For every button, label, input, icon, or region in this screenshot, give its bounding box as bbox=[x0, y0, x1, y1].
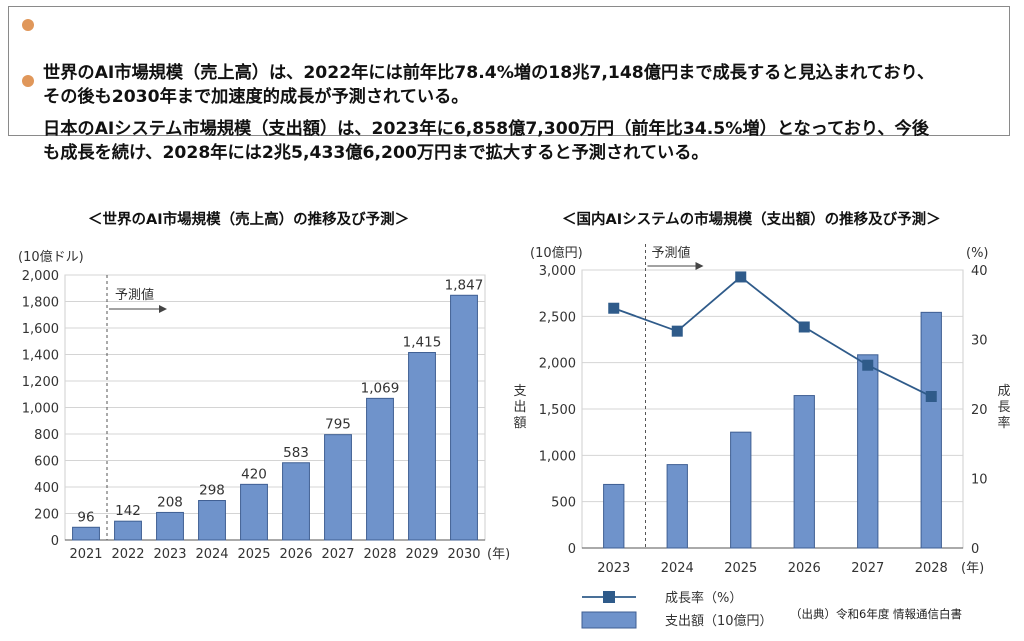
y2-tick-label: 0 bbox=[971, 542, 979, 557]
y-tick-label: 0 bbox=[51, 534, 59, 549]
y-tick-label: 200 bbox=[34, 508, 59, 523]
x-tick-label: 2029 bbox=[405, 547, 438, 562]
y-tick-label: 1,500 bbox=[539, 403, 576, 418]
bar bbox=[793, 395, 815, 549]
x-tick-label: 2027 bbox=[321, 547, 354, 562]
y-tick-label: 1,000 bbox=[22, 402, 59, 417]
growth-rate-line bbox=[613, 275, 932, 398]
bar bbox=[408, 352, 436, 541]
forecast-arrow-icon bbox=[695, 262, 704, 270]
x-unit-label: (年) bbox=[961, 561, 984, 576]
forecast-arrow-icon bbox=[159, 305, 167, 313]
bar bbox=[324, 434, 352, 541]
data-label: 583 bbox=[283, 445, 309, 461]
x-tick-label: 2028 bbox=[915, 561, 948, 576]
bar bbox=[920, 311, 942, 549]
y-tick-label: 1,000 bbox=[539, 449, 576, 464]
y-tick-label: 1,800 bbox=[22, 296, 59, 311]
bar bbox=[366, 397, 394, 541]
bar bbox=[240, 483, 268, 541]
bar bbox=[603, 483, 625, 549]
data-label: 208 bbox=[157, 494, 183, 510]
y2-tick-label: 40 bbox=[971, 264, 988, 279]
bullet-dot-icon bbox=[22, 75, 34, 87]
y2-axis-title: 成長率 bbox=[997, 384, 1010, 431]
x-tick-label: 2025 bbox=[237, 547, 270, 562]
bar bbox=[282, 462, 310, 541]
summary-bullet-text: 日本のAIシステム市場規模（支出額）は、2023年に6,858億7,300万円（… bbox=[43, 119, 929, 163]
y-tick-label: 800 bbox=[34, 428, 59, 443]
growth-rate-marker bbox=[671, 325, 683, 337]
y-tick-label: 400 bbox=[34, 481, 59, 496]
y-tick-label: 500 bbox=[551, 496, 576, 511]
japan-chart-title: ＜国内AIシステムの市場規模（支出額）の推移及び予測＞ bbox=[562, 212, 941, 228]
x-tick-label: 2021 bbox=[69, 547, 102, 562]
y2-tick-label: 20 bbox=[971, 403, 988, 418]
bullet-dot-icon bbox=[22, 19, 34, 31]
y-tick-label: 1,200 bbox=[22, 375, 59, 390]
x-tick-label: 2030 bbox=[447, 547, 480, 562]
bar bbox=[857, 354, 879, 549]
x-tick-label: 2023 bbox=[153, 547, 186, 562]
x-tick-label: 2022 bbox=[111, 547, 144, 562]
legend-line-marker bbox=[603, 591, 615, 603]
summary-bullet-text: 世界のAI市場規模（売上高）は、2022年には前年比78.4%増の18兆7,14… bbox=[43, 63, 935, 107]
y-unit-label: (10億円) bbox=[530, 245, 583, 261]
bar bbox=[730, 431, 752, 549]
bar bbox=[198, 500, 226, 541]
legend-bar-swatch bbox=[581, 611, 637, 629]
forecast-label: 予測値 bbox=[652, 245, 691, 261]
legend-line-label: 成長率（%） bbox=[665, 590, 742, 606]
growth-rate-marker bbox=[735, 271, 747, 283]
x-tick-label: 2027 bbox=[851, 561, 884, 576]
y-tick-label: 0 bbox=[568, 542, 576, 557]
bar bbox=[450, 294, 478, 541]
y2-unit-label: (%) bbox=[966, 246, 989, 261]
growth-rate-marker bbox=[608, 302, 620, 314]
source-note: （出典）令和6年度 情報通信白書 bbox=[790, 607, 962, 621]
y2-tick-label: 10 bbox=[971, 473, 988, 488]
y-tick-label: 1,400 bbox=[22, 349, 59, 364]
bar bbox=[72, 526, 100, 541]
legend-bar-label: 支出額（10億円） bbox=[665, 613, 773, 629]
x-tick-label: 2026 bbox=[788, 561, 821, 576]
x-tick-label: 2028 bbox=[363, 547, 396, 562]
y2-tick-label: 30 bbox=[971, 334, 988, 349]
data-label: 298 bbox=[199, 483, 225, 499]
data-label: 420 bbox=[241, 466, 267, 482]
data-label: 142 bbox=[115, 503, 141, 519]
data-label: 96 bbox=[77, 509, 94, 525]
y-tick-label: 2,000 bbox=[539, 357, 576, 372]
y-tick-label: 1,600 bbox=[22, 322, 59, 337]
summary-box: 世界のAI市場規模（売上高）は、2022年には前年比78.4%増の18兆7,14… bbox=[8, 6, 1010, 163]
forecast-label: 予測値 bbox=[115, 287, 154, 303]
x-unit-label: (年) bbox=[487, 547, 510, 562]
y-tick-label: 2,500 bbox=[539, 310, 576, 325]
bar bbox=[666, 464, 688, 549]
x-tick-label: 2023 bbox=[597, 561, 630, 576]
data-label: 1,415 bbox=[403, 335, 442, 351]
x-tick-label: 2024 bbox=[195, 547, 228, 562]
y-tick-label: 2,000 bbox=[22, 269, 59, 284]
summary-bullet-2: 日本のAIシステム市場規模（支出額）は、2023年に6,858億7,300万円（… bbox=[19, 69, 1005, 165]
x-tick-label: 2026 bbox=[279, 547, 312, 562]
summary-bullet-1: 世界のAI市場規模（売上高）は、2022年には前年比78.4%増の18兆7,14… bbox=[19, 13, 1005, 109]
y-axis-title: 支出額 bbox=[513, 384, 526, 431]
world-chart-title: ＜世界のAI市場規模（売上高）の推移及び予測＞ bbox=[88, 212, 410, 228]
y-tick-label: 3,000 bbox=[539, 264, 576, 279]
data-label: 795 bbox=[325, 417, 351, 433]
growth-rate-marker bbox=[798, 321, 810, 333]
bar bbox=[156, 511, 184, 541]
y-tick-label: 600 bbox=[34, 455, 59, 470]
data-label: 1,847 bbox=[445, 277, 484, 293]
growth-rate-marker bbox=[862, 359, 874, 371]
y-unit-label: (10億ドル) bbox=[18, 249, 84, 265]
x-tick-label: 2024 bbox=[661, 561, 694, 576]
x-tick-label: 2025 bbox=[724, 561, 757, 576]
bar bbox=[114, 520, 142, 541]
growth-rate-marker bbox=[925, 390, 937, 402]
data-label: 1,069 bbox=[361, 380, 400, 396]
